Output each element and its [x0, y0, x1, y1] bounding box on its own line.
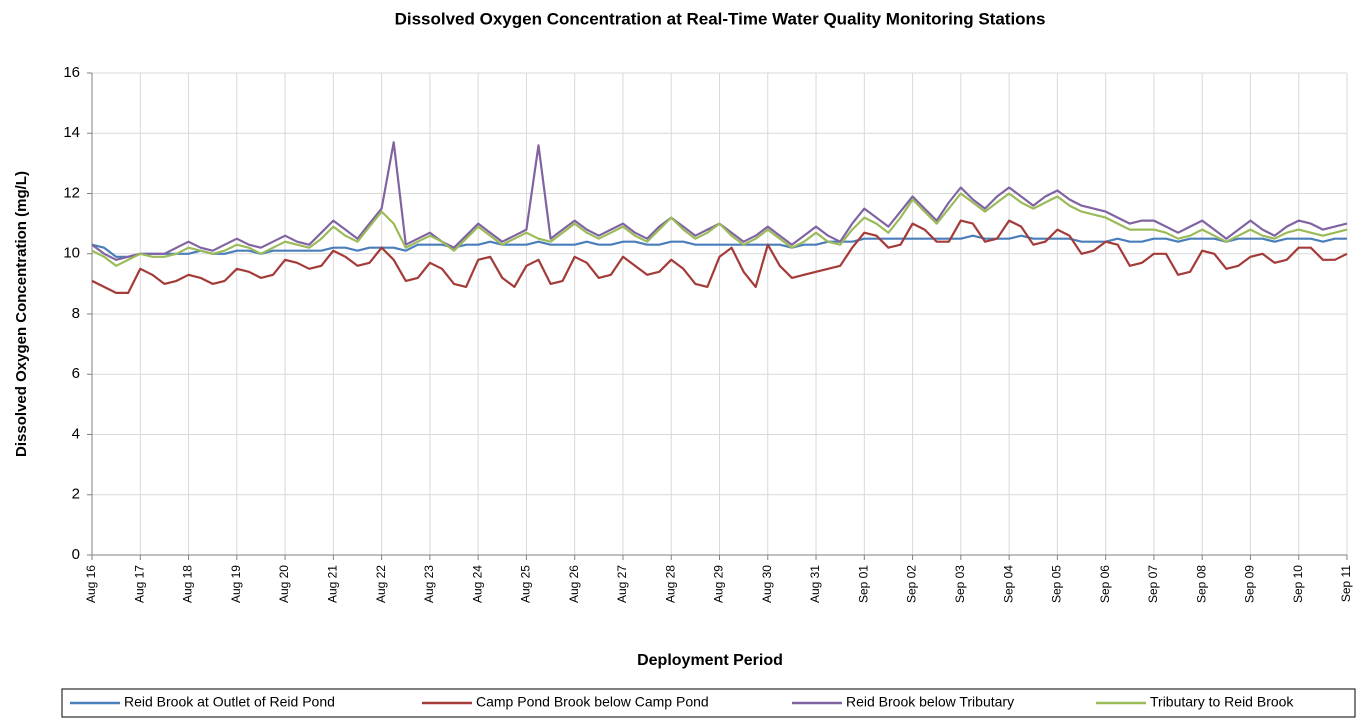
- legend-label: Tributary to Reid Brook: [1150, 694, 1294, 710]
- y-tick-label: 14: [63, 124, 80, 141]
- y-tick-label: 8: [72, 305, 80, 322]
- x-tick-label: Aug 17: [132, 565, 146, 603]
- y-tick-label: 6: [72, 365, 80, 382]
- legend-label: Camp Pond Brook below Camp Pond: [476, 694, 709, 710]
- y-tick-label: 16: [63, 64, 80, 81]
- x-tick-label: Sep 09: [1243, 565, 1257, 603]
- y-tick-label: 0: [72, 546, 80, 563]
- x-tick-label: Sep 01: [856, 565, 870, 603]
- legend-label: Reid Brook below Tributary: [846, 694, 1014, 710]
- x-tick-label: Aug 28: [663, 565, 677, 603]
- x-tick-label: Aug 30: [760, 565, 774, 603]
- series-line: [91, 219, 1348, 294]
- series-line: [91, 234, 1347, 258]
- x-tick-label: Sep 03: [953, 565, 967, 603]
- x-tick-label: Aug 25: [519, 565, 533, 603]
- x-tick-label: Aug 26: [567, 565, 581, 603]
- x-tick-label: Sep 02: [905, 565, 919, 603]
- x-tick-label: Aug 19: [229, 565, 243, 603]
- x-tick-label: Aug 23: [422, 565, 436, 603]
- x-axis-title: Deployment Period: [637, 652, 783, 669]
- x-tick-label: Sep 08: [1194, 565, 1208, 603]
- series-line: [91, 192, 1348, 267]
- x-tick-label: Aug 24: [470, 565, 484, 603]
- x-tick-label: Aug 31: [808, 565, 822, 603]
- x-tick-label: Sep 06: [1098, 565, 1112, 603]
- x-tick-label: Sep 07: [1146, 565, 1160, 603]
- chart-title: Dissolved Oxygen Concentration at Real-T…: [395, 9, 1046, 28]
- y-tick-label: 4: [72, 425, 80, 442]
- x-tick-label: Sep 11: [1339, 565, 1353, 602]
- y-tick-label: 10: [63, 245, 80, 262]
- x-tick-label: Aug 18: [181, 565, 195, 603]
- x-tick-label: Sep 10: [1291, 565, 1305, 603]
- x-tick-label: Aug 29: [712, 565, 726, 603]
- y-tick-label: 2: [72, 486, 80, 503]
- y-tick-label: 12: [63, 184, 80, 201]
- x-tick-label: Sep 05: [1050, 565, 1064, 603]
- x-tick-label: Sep 04: [1001, 565, 1015, 603]
- y-axis-title: Dissolved Oxygen Concentration (mg/L): [13, 171, 30, 457]
- x-tick-label: Aug 20: [277, 565, 291, 603]
- x-tick-label: Aug 16: [84, 565, 98, 603]
- x-tick-label: Aug 22: [374, 565, 388, 603]
- x-tick-label: Aug 21: [326, 565, 340, 603]
- legend-label: Reid Brook at Outlet of Reid Pond: [124, 694, 335, 710]
- x-tick-label: Aug 27: [615, 565, 629, 603]
